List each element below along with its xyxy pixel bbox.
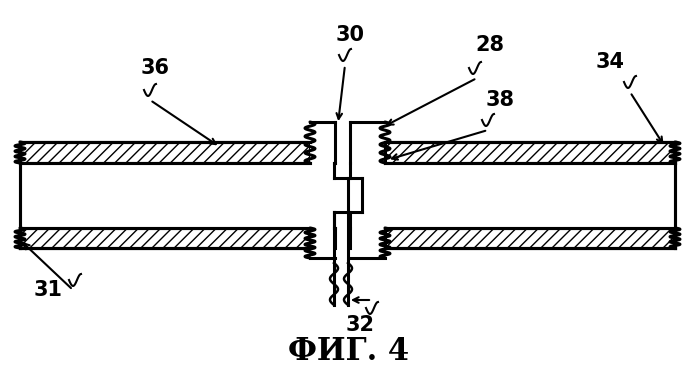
Polygon shape <box>350 122 385 258</box>
Text: 34: 34 <box>596 52 624 72</box>
Polygon shape <box>20 163 310 228</box>
Polygon shape <box>385 142 675 163</box>
Polygon shape <box>310 120 365 262</box>
Text: 38: 38 <box>486 90 514 110</box>
Text: 32: 32 <box>345 315 375 335</box>
Polygon shape <box>20 163 310 228</box>
Text: 30: 30 <box>336 25 364 45</box>
Text: ФИГ. 4: ФИГ. 4 <box>289 336 410 368</box>
Polygon shape <box>308 115 380 267</box>
Polygon shape <box>310 122 348 258</box>
Polygon shape <box>310 120 335 142</box>
Polygon shape <box>20 228 310 248</box>
Polygon shape <box>385 142 675 163</box>
Polygon shape <box>20 142 310 163</box>
Polygon shape <box>20 142 310 163</box>
Text: 36: 36 <box>140 58 169 78</box>
Polygon shape <box>385 163 675 228</box>
Text: 31: 31 <box>34 280 62 300</box>
Polygon shape <box>385 163 675 228</box>
Polygon shape <box>20 228 310 248</box>
Text: 28: 28 <box>475 35 505 55</box>
Polygon shape <box>385 228 675 248</box>
Polygon shape <box>385 228 675 248</box>
